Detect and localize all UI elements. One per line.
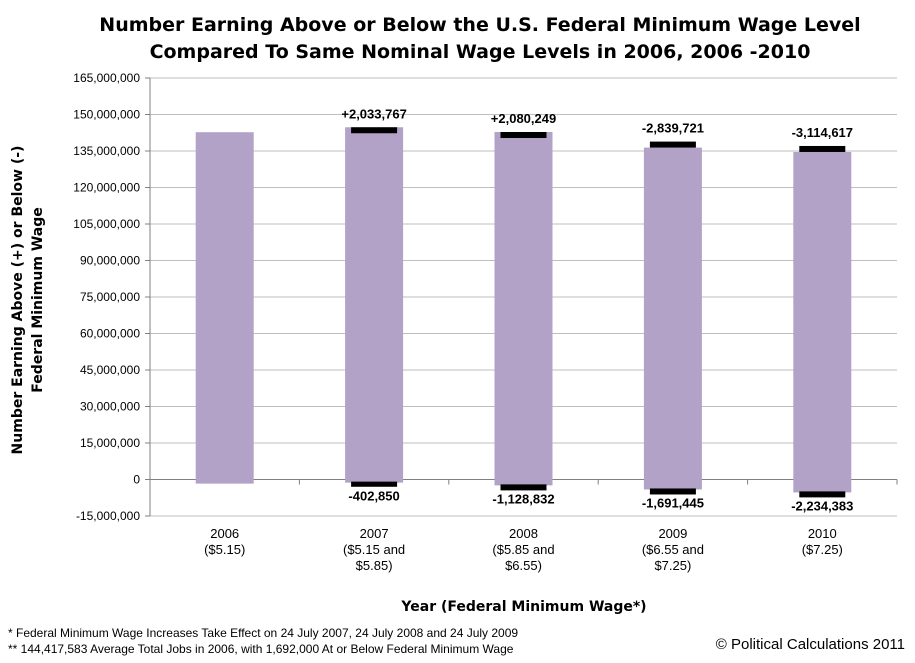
y-tick-label: 135,000,000 [73, 144, 140, 158]
x-tick-label: 2007 [360, 526, 389, 541]
x-tick-label: 2008 [509, 526, 538, 541]
y-tick-label: 60,000,000 [80, 327, 140, 341]
footnote-1: * Federal Minimum Wage Increases Take Ef… [8, 626, 519, 640]
top-data-label: -2,839,721 [642, 121, 704, 136]
y-tick-label: 75,000,000 [80, 290, 140, 304]
tick-labels: 165,000,000 150,000,000 135,000,000 120,000… [73, 71, 843, 573]
y-tick-label: 165,000,000 [73, 71, 140, 85]
footnote-2: ** 144,417,583 Average Total Jobs in 200… [8, 642, 514, 656]
x-tick-label: ($6.55 and [642, 542, 704, 557]
x-tick-label: ($5.15) [204, 542, 245, 557]
x-tick-label: $5.85) [356, 558, 393, 573]
y-tick-label: 30,000,000 [80, 400, 140, 414]
bottom-change-marker [351, 481, 398, 487]
y-tick-label: 90,000,000 [80, 254, 140, 268]
bottom-data-label: -1,691,445 [642, 495, 704, 510]
bottom-change-marker [799, 491, 846, 498]
y-axis-label-line2: Federal Minimum Wage [30, 207, 46, 392]
y-tick-label: 45,000,000 [80, 363, 140, 377]
top-change-marker [351, 127, 398, 134]
x-axis-label: Year (Federal Minimum Wage*) [400, 599, 646, 615]
bar [643, 147, 702, 490]
x-tick-label: ($7.25) [802, 542, 843, 557]
y-axis-label: Number Earning Above (+) or Below (-) [10, 146, 26, 455]
y-tick-label: 120,000,000 [73, 181, 140, 195]
y-tick-label: 15,000,000 [80, 436, 140, 450]
bottom-change-marker [649, 488, 696, 495]
top-data-label: -3,114,617 [792, 125, 853, 140]
bottom-data-label: -402,850 [348, 489, 399, 504]
y-tick-label: 150,000,000 [73, 108, 140, 122]
credit: © Political Calculations 2011 [715, 636, 905, 653]
bottom-change-marker [500, 484, 547, 491]
bars [195, 127, 852, 498]
x-tick-label: $7.25) [654, 558, 691, 573]
top-change-marker [500, 132, 547, 139]
top-data-label: +2,033,767 [341, 106, 406, 121]
y-tick-label: -15,000,000 [76, 509, 140, 523]
top-change-marker [799, 145, 846, 152]
x-tick-label: 2006 [210, 526, 239, 541]
y-tick-label: 0 [133, 473, 140, 487]
x-tick-label: ($5.15 and [343, 542, 405, 557]
bar [195, 132, 254, 484]
x-tick-label: ($5.85 and [492, 542, 554, 557]
chart-title: Number Earning Above or Below the U.S. F… [99, 14, 861, 36]
data-labels: +2,033,767 -402,850 +2,080,249 -1,128,832 -2… [341, 106, 853, 513]
top-change-marker [649, 141, 696, 148]
y-tick-label: 105,000,000 [73, 217, 140, 231]
x-tick-label: $6.55) [505, 558, 542, 573]
bar [345, 127, 404, 483]
chart-subtitle: Compared To Same Nominal Wage Levels in … [149, 41, 811, 63]
x-tick-label: 2009 [658, 526, 687, 541]
bar [793, 151, 852, 493]
top-data-label: +2,080,249 [491, 111, 556, 126]
bottom-data-label: -2,234,383 [791, 498, 853, 513]
bottom-data-label: -1,128,832 [492, 491, 554, 506]
bar [494, 132, 553, 486]
x-tick-label: 2010 [808, 526, 837, 541]
